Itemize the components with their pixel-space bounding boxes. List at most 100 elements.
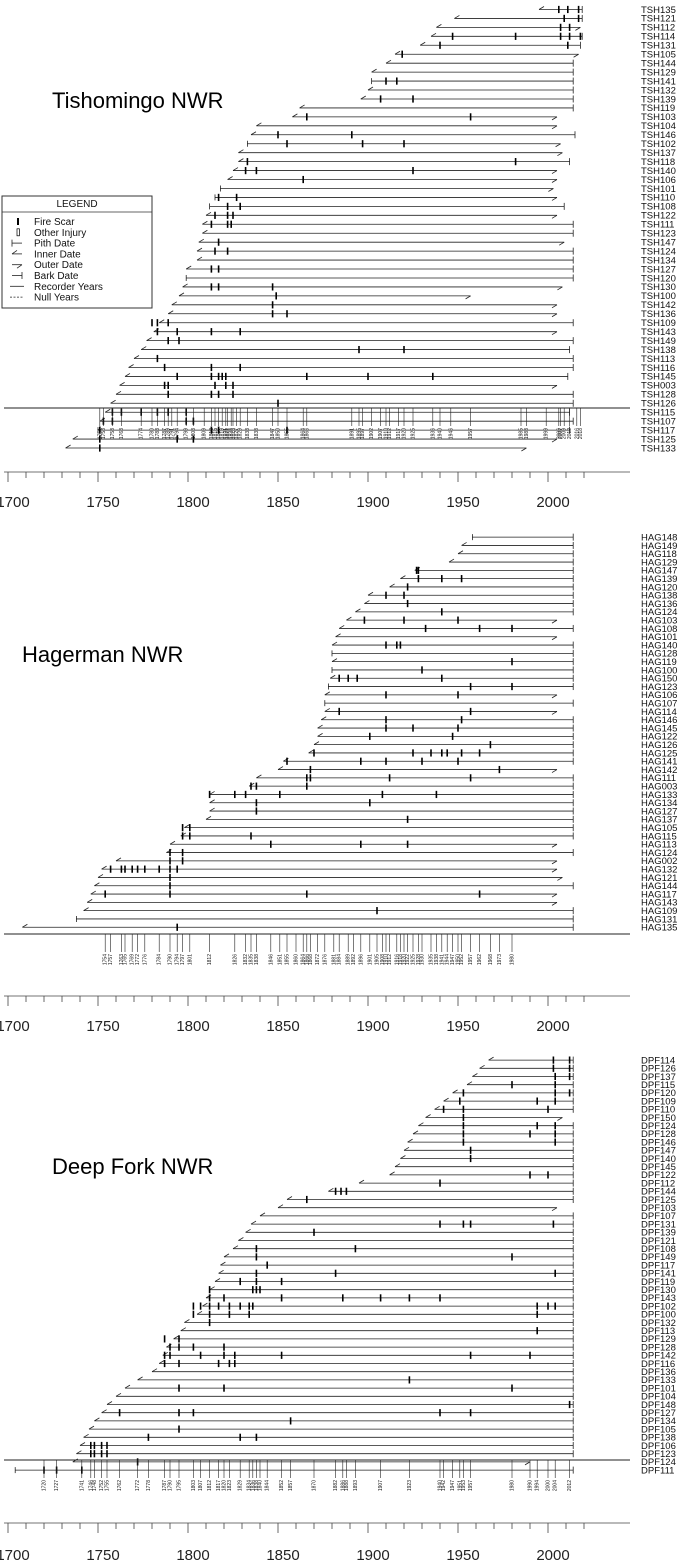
series-label: HAG107 — [641, 698, 677, 709]
composite-year-label: 1944 — [445, 954, 451, 965]
series-row: TSH110 — [214, 193, 675, 204]
outer-mark — [551, 902, 558, 906]
year-axis-label: 1850 — [266, 494, 299, 511]
inner-mark — [169, 840, 176, 845]
series-label: HAG002 — [641, 856, 677, 867]
series-label: TSH138 — [641, 345, 676, 356]
legend-item-label: Inner Date — [34, 249, 81, 260]
series-label: DPF104 — [641, 1392, 676, 1403]
inner-mark — [394, 1163, 401, 1168]
series-row: HAG133 — [208, 790, 677, 801]
inner-mark — [94, 882, 100, 887]
series-label: DPF125 — [641, 1195, 676, 1206]
legend-item-label: Null Years — [34, 293, 79, 304]
inner-mark — [115, 390, 122, 395]
series-label: DPF116 — [641, 1359, 675, 1370]
series-row: HAG108 — [338, 624, 677, 635]
series-row: HAG111 — [256, 773, 676, 784]
series-label: TSH126 — [641, 399, 676, 410]
inner-mark — [320, 716, 327, 721]
composite-year-label: 1791 — [169, 428, 175, 439]
injury-symbol — [16, 228, 20, 237]
legend-item-label: Bark Date — [34, 271, 79, 282]
composite-year-label: 1891 — [349, 428, 355, 439]
series-row: DPF139 — [245, 1228, 676, 1239]
series-label: HAG100 — [641, 665, 677, 676]
series-label: DPF130 — [641, 1285, 676, 1296]
series-row: TSH135 — [538, 5, 676, 16]
series-row: TSH140 — [232, 166, 676, 177]
inner-mark — [209, 1286, 215, 1291]
inner-mark — [124, 1384, 131, 1389]
inner-mark — [394, 50, 401, 55]
composite-year-label: 1776 — [142, 954, 148, 965]
composite-year-label: 1762 — [117, 1480, 123, 1491]
inner-mark — [133, 355, 140, 359]
composite-year-label: 1864 — [301, 954, 307, 965]
inner-mark — [466, 1081, 473, 1086]
composite-year-label: 1917 — [396, 428, 402, 439]
outer-mark — [551, 1207, 558, 1212]
series-label: HAG119 — [641, 657, 677, 668]
composite-year-label: 1741 — [79, 1480, 85, 1491]
composite-year-label: 1872 — [315, 954, 321, 965]
series-row: HAG139 — [400, 574, 677, 585]
composite-year-label: 2018 — [578, 428, 584, 439]
series-row: HAG141 — [283, 757, 677, 768]
composite-year-label: 1855 — [285, 954, 291, 965]
composite-year-label: 1912 — [387, 428, 393, 439]
composite-year-label: 1826 — [232, 954, 238, 965]
composite-year-label: 1797 — [180, 954, 186, 965]
series-label: TSH139 — [641, 94, 676, 105]
series-label: DPF115 — [641, 1080, 675, 1091]
outer-mark — [558, 241, 565, 246]
composite-year-label: 2016 — [574, 428, 580, 439]
series-row: DPF109 — [443, 1096, 676, 1107]
series-label: DPF144 — [641, 1187, 676, 1198]
inner-mark — [338, 625, 345, 629]
series-label: HAG133 — [641, 790, 677, 801]
series-row: TSH127 — [185, 264, 676, 275]
composite-year-label: 1748 — [92, 1480, 98, 1491]
series-row: HAG142 — [277, 765, 677, 776]
outer-mark — [551, 116, 558, 121]
inner-mark — [180, 1327, 187, 1332]
series-label: TSH132 — [641, 85, 676, 96]
series-label: DPF107 — [641, 1211, 676, 1222]
series-row: TSH122 — [205, 211, 676, 222]
composite-year-label: 1809 — [202, 428, 208, 439]
composite-year-label: 1834 — [247, 1480, 253, 1491]
series-label: HAG003 — [641, 781, 677, 792]
chart-title: Tishomingo NWR — [52, 88, 224, 113]
inner-mark — [158, 1360, 165, 1364]
composite-year-label: 1757 — [108, 954, 114, 965]
series-row: TSH125 — [72, 434, 676, 445]
series-label: DPF124 — [641, 1121, 676, 1132]
composite-year-label: 1990 — [528, 1480, 534, 1491]
composite-year-label: 1855 — [285, 428, 291, 439]
year-axis-label: 1750 — [86, 1018, 119, 1035]
composite-year-label: 1755 — [105, 1480, 111, 1491]
inner-mark — [83, 907, 89, 911]
inner-mark — [232, 1245, 239, 1250]
outer-mark — [551, 331, 558, 336]
inner-mark — [331, 641, 338, 646]
series-label: TSH109 — [641, 318, 676, 329]
inner-mark — [115, 1392, 122, 1397]
year-axis-label: 1800 — [176, 494, 209, 511]
inner-mark — [137, 1376, 143, 1381]
series-label: DPF110 — [641, 1105, 675, 1116]
composite-year-label: 1925 — [411, 428, 417, 439]
series-label: DPF131 — [641, 1219, 676, 1230]
series-row: TSH126 — [110, 399, 676, 410]
inner-mark — [238, 149, 244, 154]
inner-mark — [256, 774, 262, 779]
legend-item-label: Fire Scar — [34, 217, 75, 228]
inner-mark — [308, 749, 314, 754]
series-label: HAG124 — [641, 607, 677, 618]
series-label: TSH108 — [641, 202, 676, 213]
outer-mark — [551, 438, 558, 443]
composite-year-label: 1916 — [394, 954, 400, 965]
composite-year-label: 1852 — [279, 1480, 285, 1491]
series-row: TSH145 — [124, 372, 676, 383]
